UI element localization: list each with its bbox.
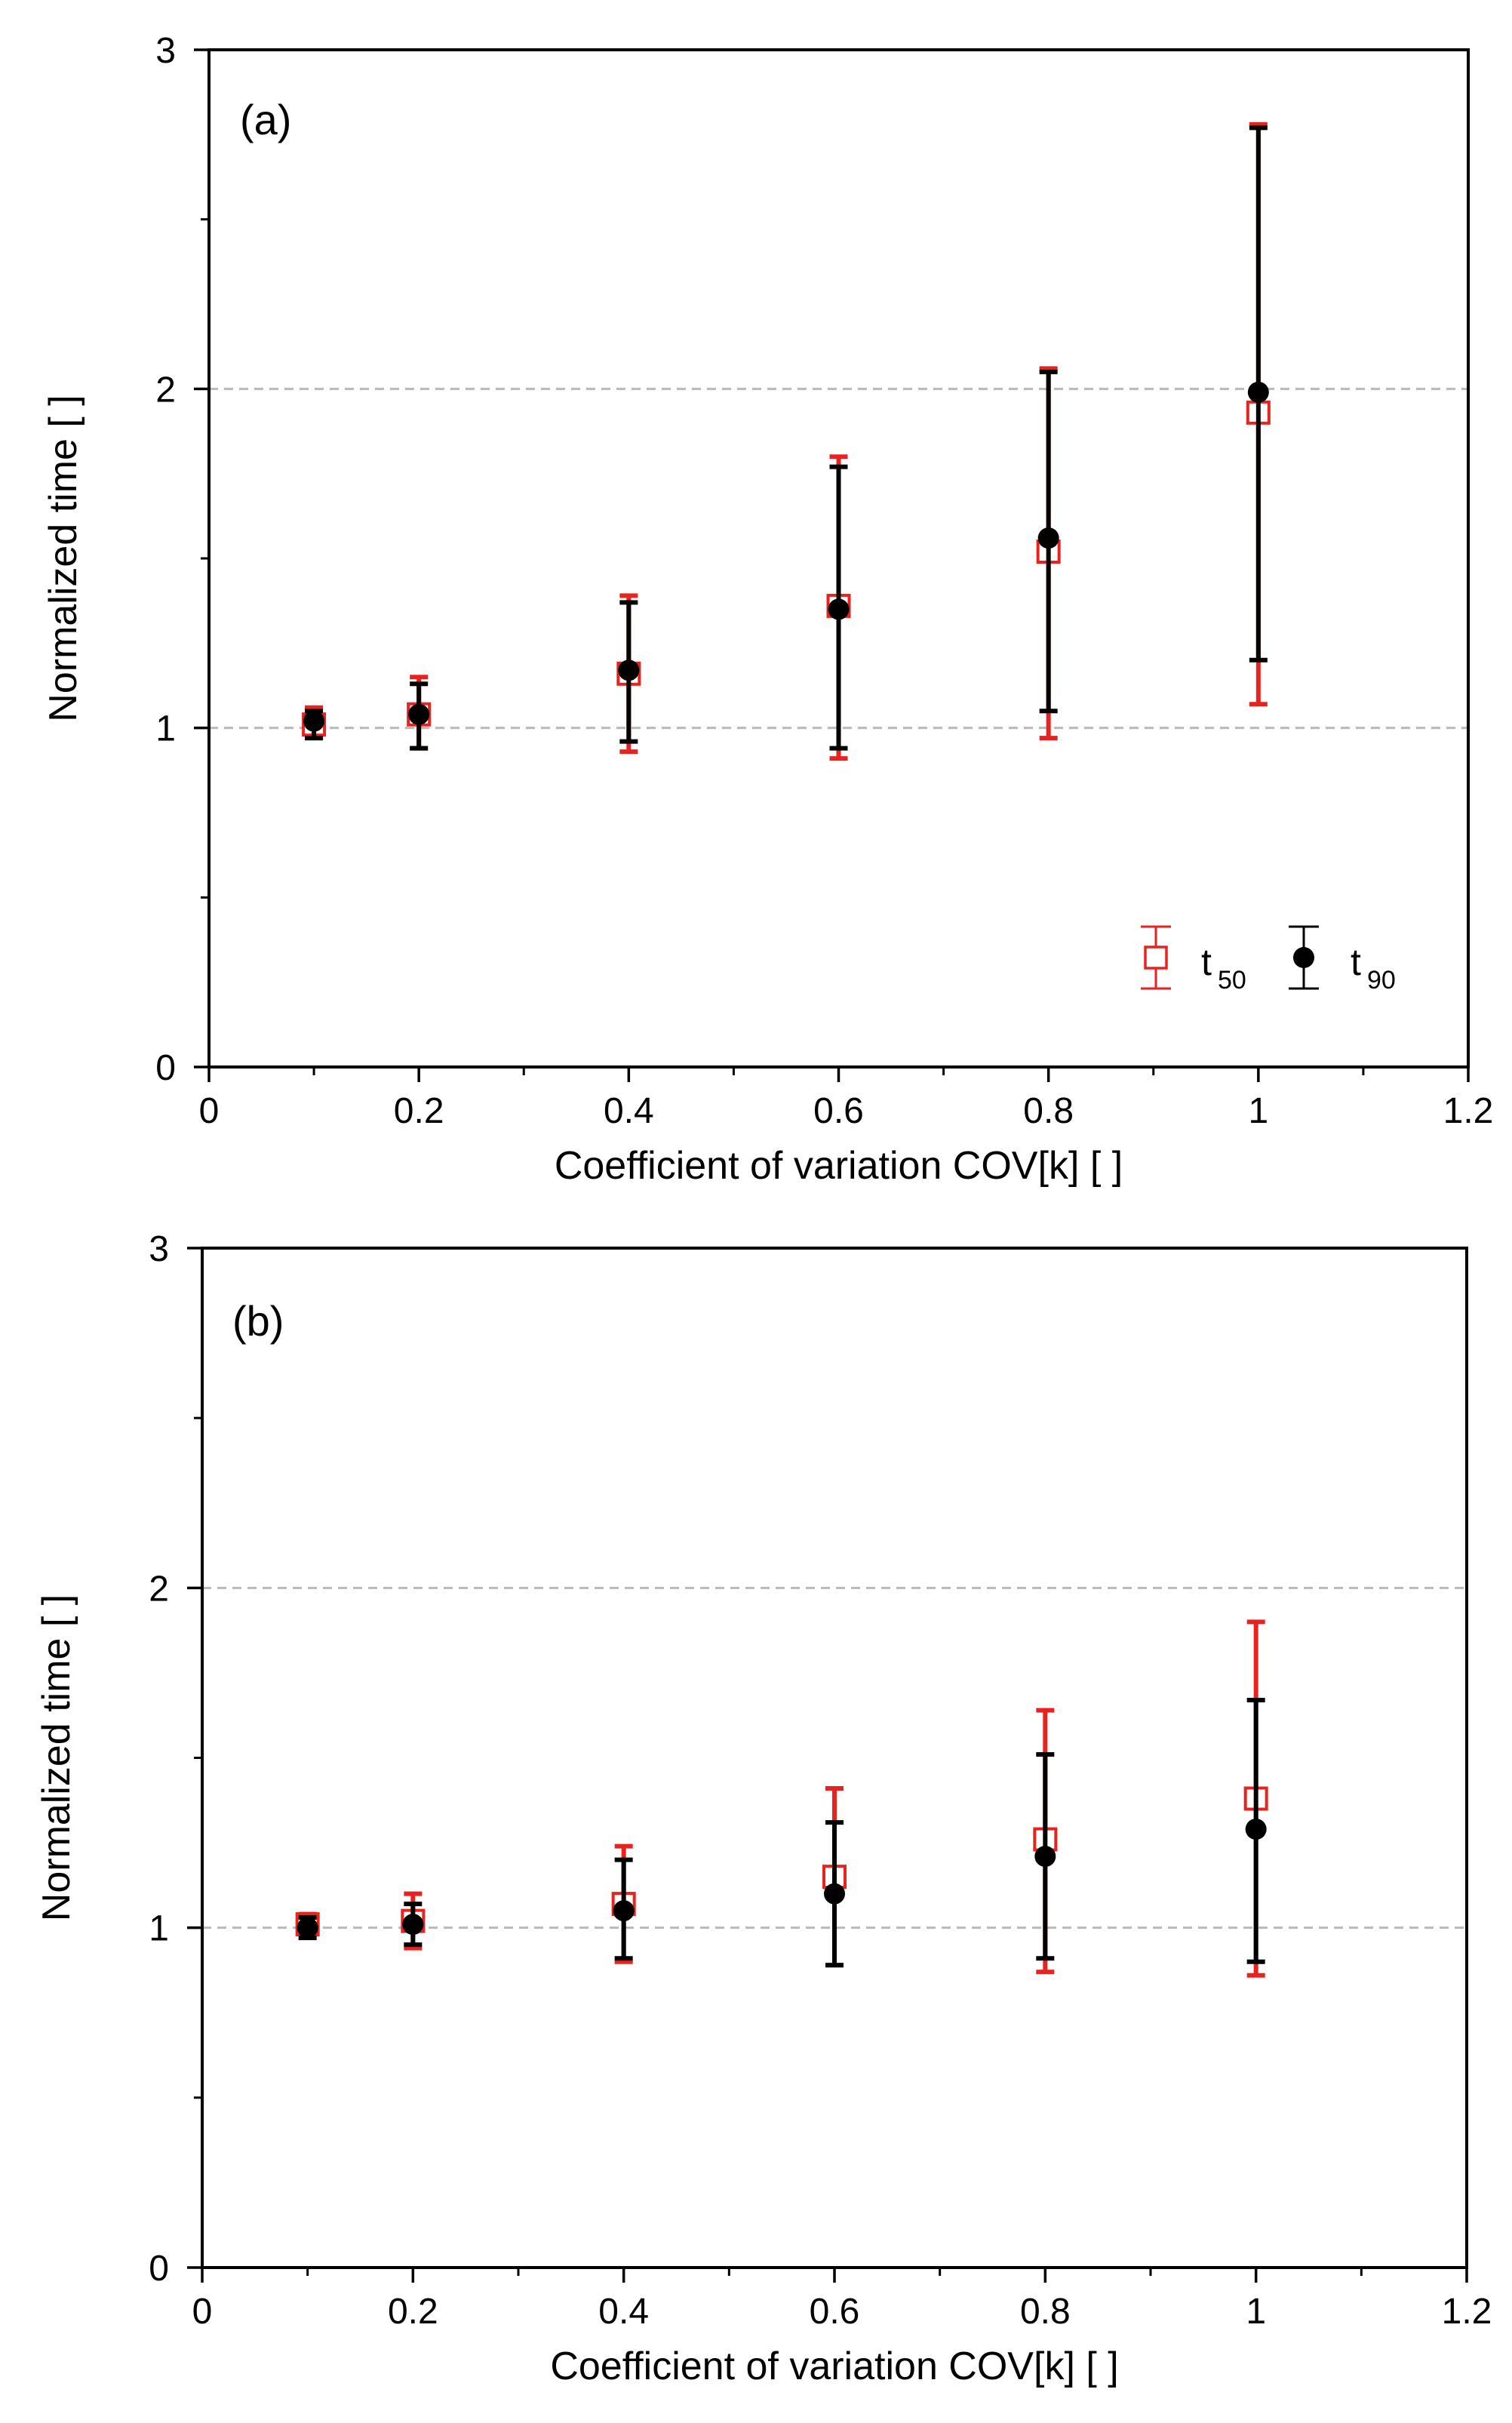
x-tick-label: 0.6 [810, 2292, 860, 2332]
t90-marker [1037, 527, 1059, 549]
t90-marker [828, 598, 850, 620]
legend-t90-subscript: 90 [1367, 966, 1396, 995]
legend: t 50 t 90 [1141, 925, 1396, 995]
panel-label: (a) [240, 96, 291, 143]
y-tick-label: 0 [149, 2249, 169, 2289]
y-tick-label: 2 [155, 370, 176, 410]
t90-marker [613, 1900, 635, 1922]
t90-marker [1247, 381, 1269, 403]
x-tick-label: 1.2 [1443, 1091, 1494, 1131]
t90-marker [1034, 1846, 1056, 1868]
y-tick-label: 1 [155, 709, 176, 749]
x-tick-label: 0.8 [1023, 1091, 1074, 1131]
y-axis-title: Normalized time [ ] [35, 1594, 78, 1921]
y-tick-label: 1 [149, 1909, 169, 1949]
y-tick-label: 2 [149, 1569, 169, 1609]
legend-t50-subscript: 50 [1218, 966, 1246, 995]
t90-marker [408, 703, 430, 725]
x-tick-label: 1 [1248, 1091, 1268, 1131]
y-tick-label: 3 [149, 1229, 169, 1269]
t90-marker [297, 1917, 318, 1939]
t90-marker [402, 1914, 424, 1936]
panel-label: (b) [232, 1297, 284, 1345]
y-tick-label: 0 [155, 1048, 176, 1088]
t90-marker [303, 710, 325, 732]
t90-marker [824, 1883, 845, 1905]
x-tick-label: 0.2 [394, 1091, 444, 1131]
x-axis-title: Coefficient of variation COV[k] [ ] [550, 2345, 1118, 2388]
x-tick-label: 0.4 [604, 1091, 654, 1131]
t90-marker [1245, 1819, 1267, 1840]
x-tick-label: 0.8 [1020, 2292, 1071, 2332]
legend-t50-marker [1144, 946, 1168, 970]
legend-t90-marker [1293, 947, 1314, 968]
x-tick-label: 1 [1246, 2292, 1266, 2332]
panel-a: 0 0.2 0.4 0.6 0.8 1 1.2 0 1 2 3 Coefficient of vari… [41, 31, 1493, 1188]
x-tick-label: 0 [192, 2292, 213, 2332]
panel-b: 0 0.2 0.4 0.6 0.8 1 1.2 0 1 2 3 Coefficient of vari… [35, 1229, 1492, 2388]
x-tick-label: 0.4 [598, 2292, 649, 2332]
plot-frame [201, 1247, 1468, 2269]
y-axis-title: Normalized time [ ] [41, 395, 85, 721]
t90-marker [618, 660, 640, 681]
x-tick-label: 0 [199, 1091, 220, 1131]
x-tick-label: 0.2 [388, 2292, 438, 2332]
legend-t50-label: t [1201, 941, 1212, 983]
legend-t90-label: t [1351, 941, 1361, 983]
x-tick-label: 0.6 [813, 1091, 864, 1131]
x-axis-title: Coefficient of variation COV[k] [ ] [555, 1144, 1123, 1188]
x-tick-label: 1.2 [1442, 2292, 1492, 2332]
y-tick-label: 3 [155, 31, 176, 71]
